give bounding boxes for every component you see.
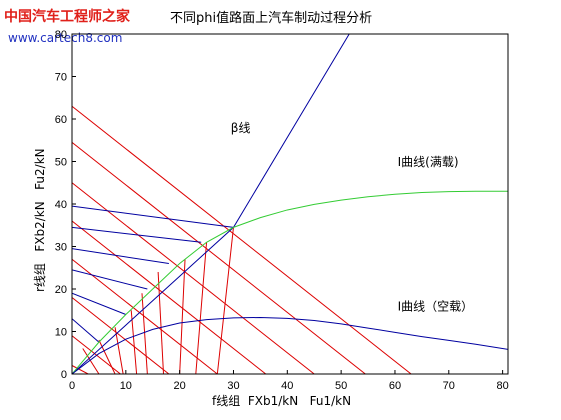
r-line-2 (98, 339, 116, 374)
f-line-4 (72, 248, 169, 264)
diag-line-5 (72, 297, 170, 374)
x-tick-label-1: 10 (120, 380, 132, 392)
annotations: β线 I曲线(满载) I曲线（空载） (231, 121, 473, 314)
annotation-2: I曲线（空载） (398, 299, 474, 313)
r-line-4 (130, 310, 138, 374)
y-tick-label-6: 60 (55, 114, 67, 126)
y-tick-label-5: 50 (55, 157, 67, 169)
x-tick-label-2: 20 (174, 380, 186, 392)
x-tick-label-8: 80 (496, 380, 508, 392)
x-tick-label-3: 30 (227, 380, 239, 392)
annotation-1: I曲线(满载) (398, 155, 459, 169)
x-axis-label: f线组 FXb1/kN Fu1/kN (212, 394, 351, 408)
f-line-2 (72, 292, 127, 315)
axis-ticks: 0 10 20 30 40 50 60 70 80 0 10 20 30 40 50 60 70 80 (55, 29, 509, 392)
y-tick-label-3: 30 (55, 242, 67, 254)
diag-line-2 (72, 182, 315, 374)
r-line-3 (114, 327, 124, 374)
x-tick-label-4: 40 (281, 380, 293, 392)
watermark-brand: 中国汽车工程师之家 (4, 8, 131, 25)
x-tick-label-6: 60 (389, 380, 401, 392)
f-line-1 (72, 318, 100, 343)
x-tick-label-0: 0 (69, 380, 75, 392)
f-line-3 (72, 269, 148, 290)
r-line-0 (72, 365, 89, 374)
r-line-5 (141, 293, 148, 374)
y-tick-label-8: 80 (55, 29, 67, 41)
f-line-5 (72, 226, 202, 243)
series-line-2 (72, 316, 508, 374)
f-line-6 (72, 205, 234, 228)
series-line-0 (72, 34, 350, 374)
series-line-1 (72, 190, 508, 374)
r-line-6 (157, 271, 165, 374)
plot-area (72, 34, 508, 374)
y-tick-label-2: 20 (55, 284, 67, 296)
chart-title: 不同phi值路面上汽车制动过程分析 (170, 10, 372, 26)
diag-line-1 (72, 141, 366, 374)
r-line-1 (82, 348, 100, 374)
x-tick-label-7: 70 (443, 380, 455, 392)
diag-line-3 (72, 220, 267, 374)
r-line-9 (216, 227, 234, 374)
y-axis-label: r线组 FXb2/kN Fu2/kN (33, 148, 47, 292)
annotation-0: β线 (231, 121, 251, 135)
axes-frame (71, 33, 509, 375)
diag-line-4 (72, 258, 218, 374)
r-line-8 (195, 242, 208, 374)
y-tick-label-4: 40 (55, 199, 67, 211)
diag-line-0 (72, 105, 412, 374)
y-tick-label-0: 0 (61, 369, 67, 381)
y-tick-label-1: 10 (55, 327, 67, 339)
x-tick-label-5: 50 (335, 380, 347, 392)
y-tick-label-7: 70 (55, 72, 67, 84)
r-line-7 (179, 259, 186, 374)
